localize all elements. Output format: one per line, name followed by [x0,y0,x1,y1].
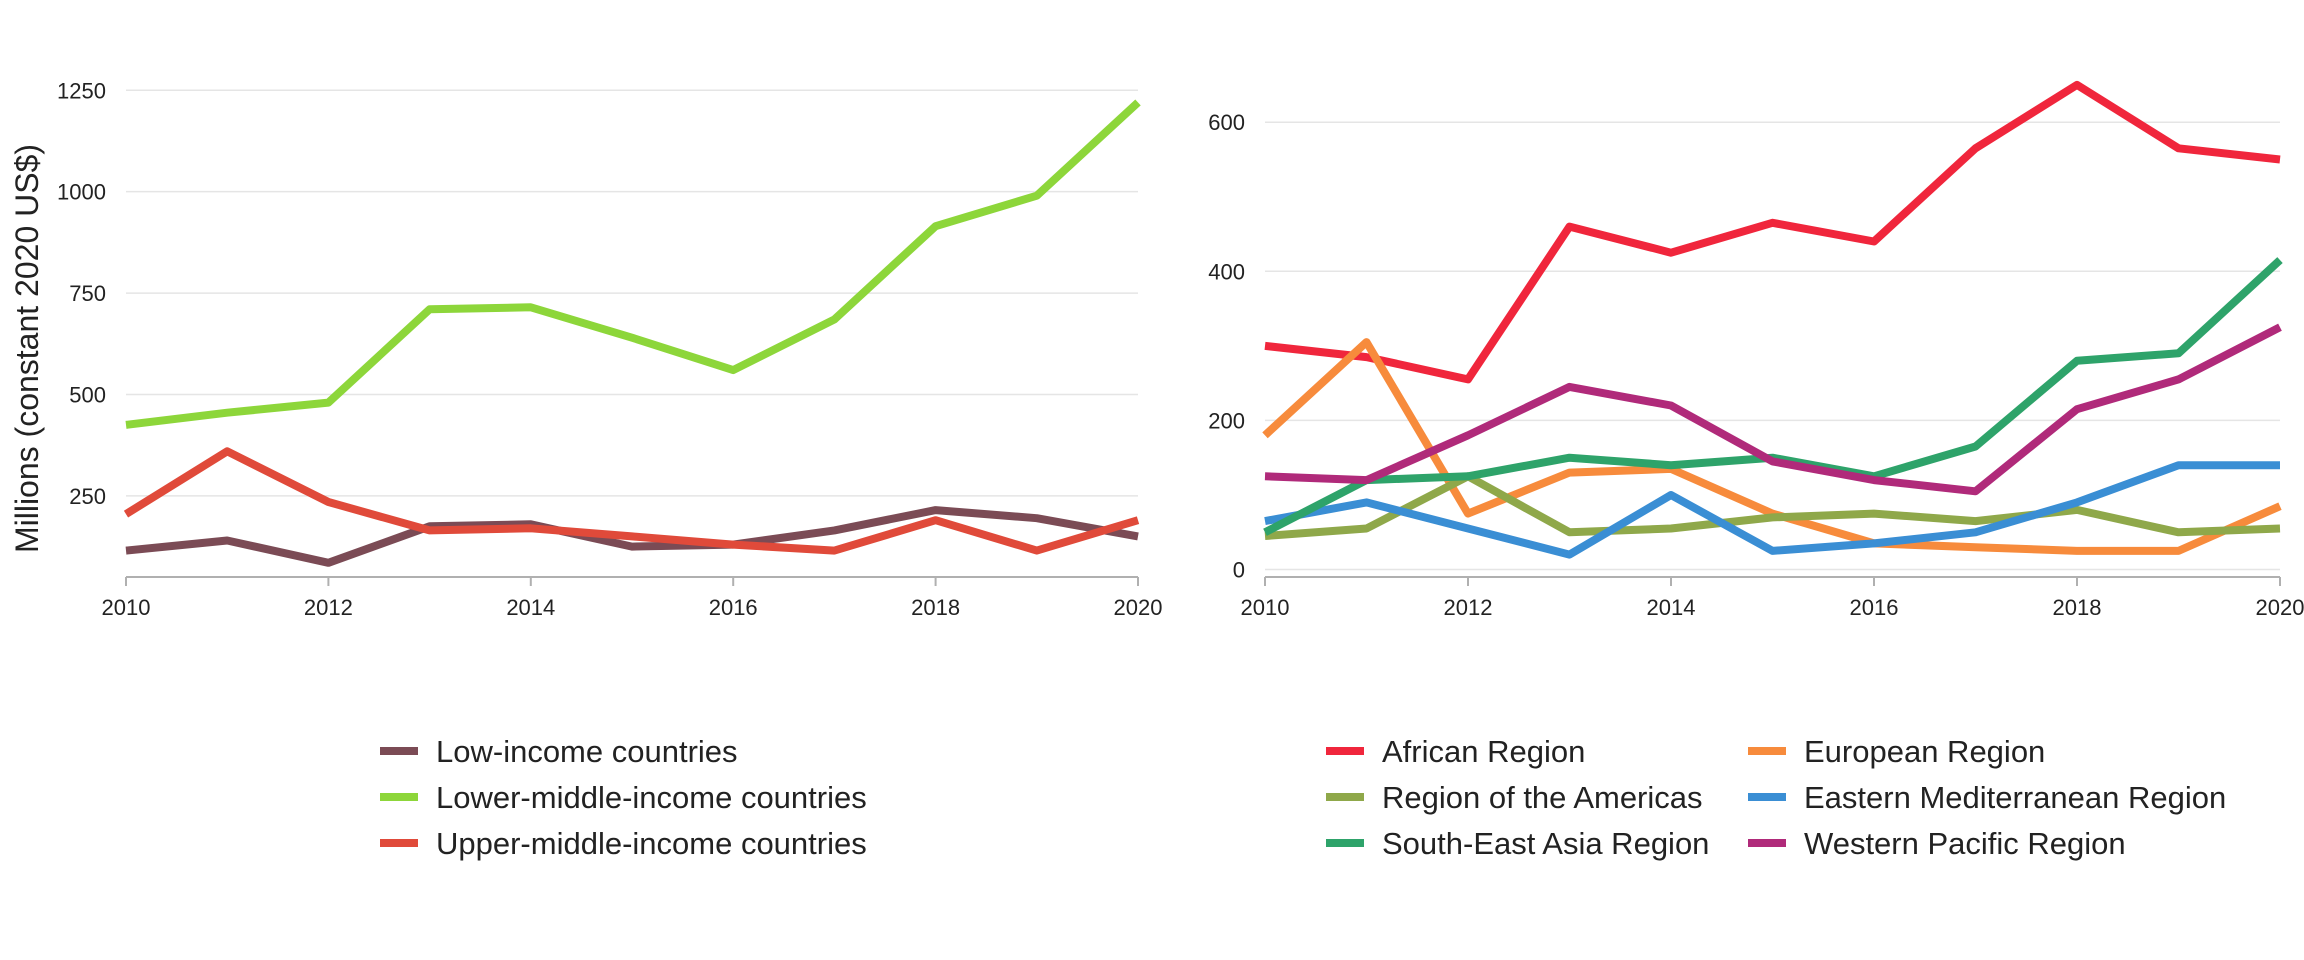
x-tick-label-2016: 2016 [709,595,758,620]
y-tick-label-500: 500 [69,382,106,407]
legend-label-eastern-mediterranean-region: Eastern Mediterranean Region [1804,780,2226,815]
series-line-low-income-countries [125,506,1139,567]
series-line-eastern-mediterranean-region [1264,461,2280,559]
series-line-region-of-the-americas [1264,472,2281,540]
legend-label-african-region: African Region [1382,734,1585,769]
chart-2: 0 200 400 600 2010 2012 2014 2016 2018 2020 Africa… [1208,80,2304,861]
y-tick-label-400: 400 [1208,259,1245,284]
x-tick-label-2010: 2010 [1241,595,1290,620]
x-tick-label-2012: 2012 [1444,595,1493,620]
x-tick-label-2020: 2020 [1114,595,1163,620]
chart-1: 250 500 750 1000 1250 2010 2012 2014 2016 2018 202… [9,78,1162,861]
series-line-lower-middle-income-countries [125,99,1141,429]
x-tick-label-2020: 2020 [2256,595,2304,620]
series-line-western-pacific-region [1264,323,2282,496]
legend-label-region-of-the-americas: Region of the Americas [1382,780,1703,815]
legend-label-south-east-asia-region: South-East Asia Region [1382,826,1709,861]
y-axis-title: Millions (constant 2020 US$) [9,144,45,553]
y-tick-label-0: 0 [1233,558,1245,583]
y-tick-label-250: 250 [69,484,106,509]
series-line-upper-middle-income-countries [123,447,1140,555]
legend-label-low-income-countries: Low-income countries [436,734,738,769]
y-tick-label-1000: 1000 [57,180,106,205]
legend-label-western-pacific-region: Western Pacific Region [1804,826,2126,861]
x-tick-label-2016: 2016 [1850,595,1899,620]
legend-label-european-region: European Region [1804,734,2045,769]
legend-label-lower-middle-income-countries: Lower-middle-income countries [436,780,867,815]
legend: African Region European Region Region of t… [1326,734,2226,861]
y-tick-label-200: 200 [1208,408,1245,433]
y-tick-label-750: 750 [69,281,106,306]
x-tick-label-2010: 2010 [102,595,151,620]
series-line-african-region [1264,80,2281,384]
x-tick-label-2018: 2018 [2053,595,2102,620]
x-tick-label-2014: 2014 [506,595,555,620]
x-tick-label-2014: 2014 [1647,595,1696,620]
legend: Low-income countries Lower-middle-income … [380,734,867,861]
x-tick-label-2018: 2018 [911,595,960,620]
legend-label-upper-middle-income-countries: Upper-middle-income countries [436,826,867,861]
y-tick-label-1250: 1250 [57,78,106,103]
y-tick-label-600: 600 [1208,110,1245,135]
x-tick-label-2012: 2012 [304,595,353,620]
